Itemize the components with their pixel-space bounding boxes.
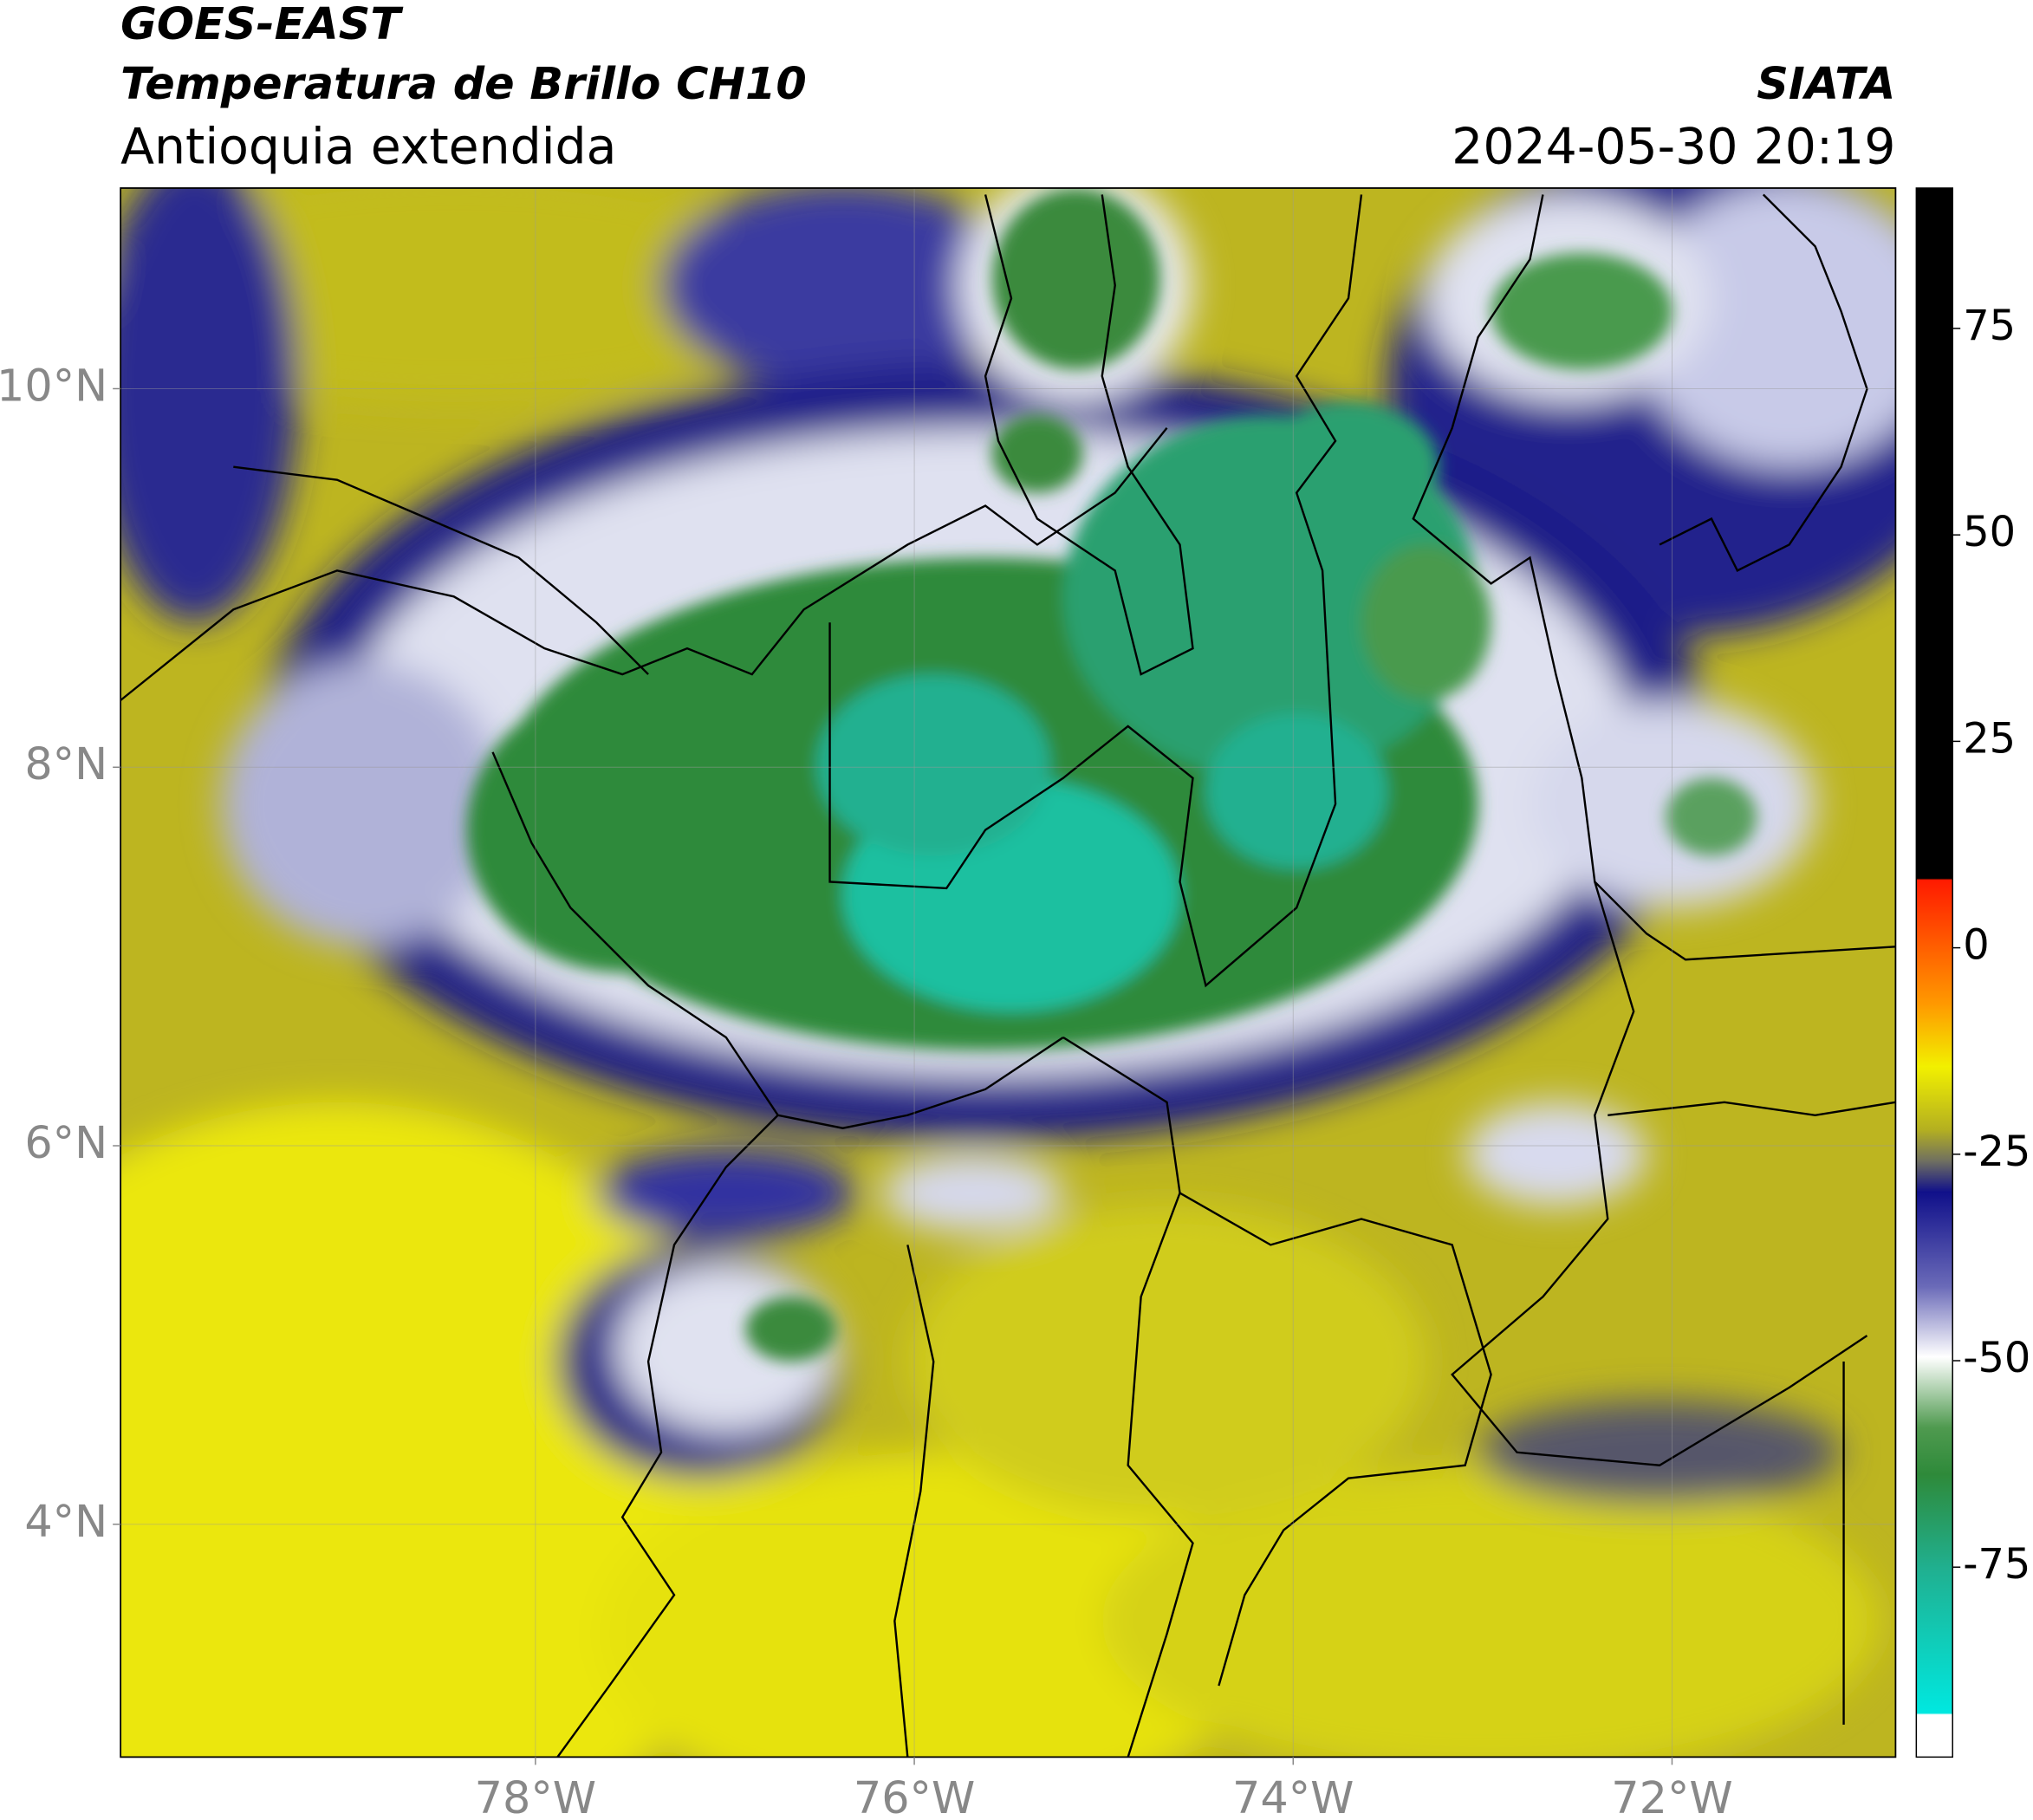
colorbar-tick-label: 0 (1963, 922, 1989, 970)
source: SIATA (1757, 58, 1895, 109)
lon-tick-label: 74°W (1232, 1772, 1354, 1820)
borders (120, 193, 1896, 1758)
datetime: 2024-05-30 20:19 (1452, 119, 1895, 176)
lat-tick-label: 4°N (24, 1496, 107, 1547)
satellite-image (120, 188, 1896, 1758)
colorbar-tick-label: 25 (1963, 715, 2016, 763)
colorbar-tick-label: -75 (1963, 1541, 2030, 1589)
lon-tick-label: 76°W (854, 1772, 975, 1820)
colorbar-tick-label: 50 (1963, 509, 2016, 556)
subtitle: Antioquia extendida (120, 119, 616, 176)
title-line2: Temperatura de Brillo CH10 (120, 58, 807, 109)
lat-tick-label: 8°N (24, 738, 107, 790)
colorbar-tick-label: 75 (1963, 302, 2016, 350)
colorbar (1915, 187, 1953, 1758)
title-line1: GOES-EAST (120, 0, 404, 49)
lon-tick-label: 72°W (1611, 1772, 1732, 1820)
colorbar-tick-label: -25 (1963, 1128, 2030, 1176)
lat-tick-label: 10°N (0, 360, 107, 411)
colorbar-tick-label: -50 (1963, 1335, 2030, 1382)
lat-tick-label: 6°N (24, 1117, 107, 1168)
lon-tick-label: 78°W (475, 1772, 596, 1820)
map-frame (120, 187, 1897, 1758)
